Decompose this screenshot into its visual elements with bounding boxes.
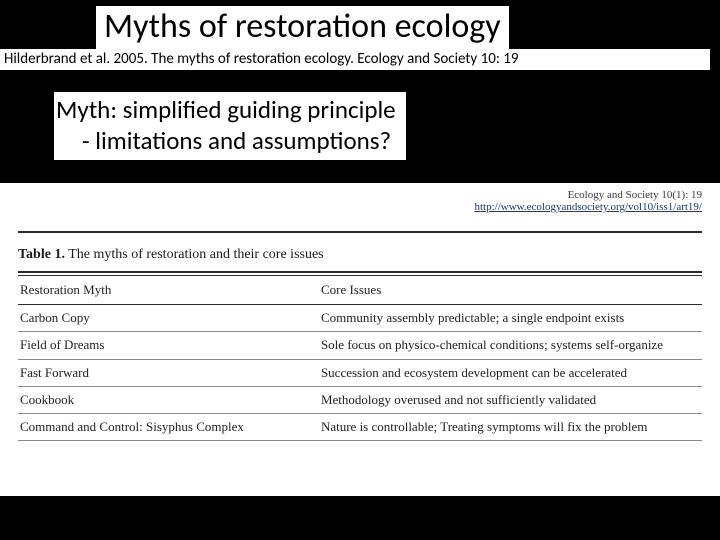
myths-table: Restoration Myth Core Issues Carbon Copy… <box>18 276 702 441</box>
slide: Myths of restoration ecology Hilderbrand… <box>0 0 720 540</box>
table-caption-text: The myths of restoration and their core … <box>68 247 323 262</box>
col-header-issues: Core Issues <box>319 276 702 305</box>
hr-double-top <box>18 271 702 273</box>
journal-reference: Ecology and Society 10(1): 19 <box>0 183 720 201</box>
subtitle-block: Myth: simplified guiding principle - lim… <box>54 92 406 160</box>
cell-myth: Fast Forward <box>18 359 319 386</box>
table-caption: Table 1. The myths of restoration and th… <box>0 233 720 269</box>
slide-title: Myths of restoration ecology <box>96 6 509 49</box>
cell-issues: Sole focus on physico-chemical condition… <box>319 332 702 359</box>
journal-url: http://www.ecologyandsociety.org/vol10/i… <box>0 201 720 213</box>
paper-excerpt: Ecology and Society 10(1): 19 http://www… <box>0 183 720 496</box>
cell-myth: Cookbook <box>18 386 319 413</box>
table-label: Table 1. <box>18 247 65 262</box>
table-row: Cookbook Methodology overused and not su… <box>18 386 702 413</box>
table-row: Carbon Copy Community assembly predictab… <box>18 305 702 332</box>
cell-myth: Command and Control: Sisyphus Complex <box>18 414 319 441</box>
cell-issues: Methodology overused and not sufficientl… <box>319 386 702 413</box>
table-row: Fast Forward Succession and ecosystem de… <box>18 359 702 386</box>
col-header-myth: Restoration Myth <box>18 276 319 305</box>
title-block: Myths of restoration ecology Hilderbrand… <box>0 0 720 70</box>
table-row: Command and Control: Sisyphus Complex Na… <box>18 414 702 441</box>
subtitle-line-2: - limitations and assumptions? <box>56 125 396 156</box>
table-row: Field of Dreams Sole focus on physico-ch… <box>18 332 702 359</box>
citation-text: Hilderbrand et al. 2005. The myths of re… <box>0 49 710 70</box>
cell-issues: Community assembly predictable; a single… <box>319 305 702 332</box>
table-header-row: Restoration Myth Core Issues <box>18 276 702 305</box>
cell-myth: Field of Dreams <box>18 332 319 359</box>
cell-myth: Carbon Copy <box>18 305 319 332</box>
subtitle-line-1: Myth: simplified guiding principle <box>56 94 396 125</box>
cell-issues: Succession and ecosystem development can… <box>319 359 702 386</box>
cell-issues: Nature is controllable; Treating symptom… <box>319 414 702 441</box>
